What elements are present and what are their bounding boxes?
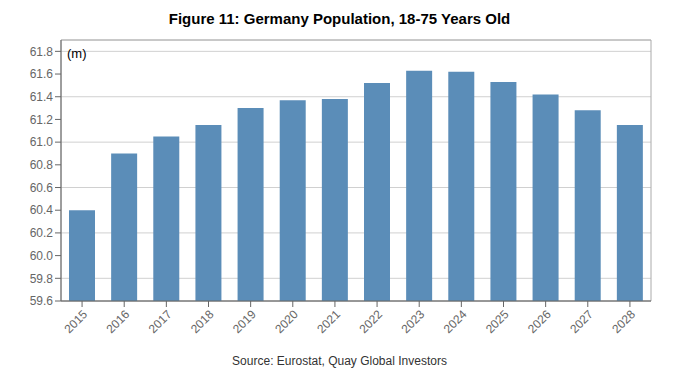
svg-text:61.8: 61.8: [30, 45, 54, 59]
svg-text:61.6: 61.6: [30, 67, 54, 81]
svg-text:60.4: 60.4: [30, 203, 54, 217]
svg-text:2026: 2026: [525, 307, 554, 336]
svg-text:2024: 2024: [441, 307, 470, 336]
svg-text:2027: 2027: [567, 307, 596, 336]
svg-text:61.4: 61.4: [30, 90, 54, 104]
svg-text:2017: 2017: [146, 307, 175, 336]
svg-text:61.2: 61.2: [30, 113, 54, 127]
html-text:(m): (m): [67, 46, 87, 61]
svg-text:2023: 2023: [399, 307, 428, 336]
svg-text:60.6: 60.6: [30, 181, 54, 195]
html-text:Figure 11: Germany Population,: Figure 11: Germany Population, 18-75 Yea…: [168, 10, 511, 27]
html-text:Source: Eurostat, Quay Global: Source: Eurostat, Quay Global Investors: [232, 354, 447, 368]
svg-text:61.0: 61.0: [30, 135, 54, 149]
svg-text:2021: 2021: [314, 307, 343, 336]
svg-text:60.2: 60.2: [30, 226, 54, 240]
svg-text:2022: 2022: [356, 307, 385, 336]
svg-text:60.8: 60.8: [30, 158, 54, 172]
svg-text:2019: 2019: [230, 307, 259, 336]
svg-text:2016: 2016: [104, 307, 133, 336]
svg-text:2025: 2025: [483, 307, 512, 336]
svg-text:2015: 2015: [61, 307, 90, 336]
svg-text:60.0: 60.0: [30, 249, 54, 263]
svg-text:59.6: 59.6: [30, 294, 54, 308]
svg-text:2020: 2020: [272, 307, 301, 336]
svg-text:59.8: 59.8: [30, 272, 54, 286]
svg-text:2028: 2028: [609, 307, 638, 336]
svg-text:2018: 2018: [188, 307, 217, 336]
